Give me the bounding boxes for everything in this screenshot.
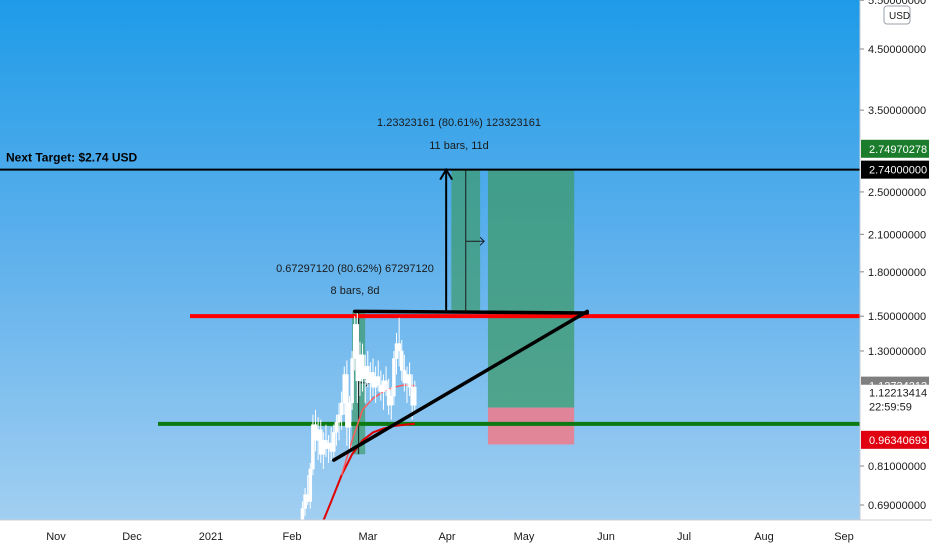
candle-body	[413, 386, 417, 406]
measure-arrowhead	[479, 236, 485, 246]
time-label: Feb	[283, 531, 302, 543]
candle-body	[376, 376, 380, 386]
price-tick-label: 2.10000000	[868, 229, 926, 241]
candle-body	[397, 343, 401, 352]
price-tick-label: 0.81000000	[868, 461, 926, 473]
time-label: Apr	[438, 531, 455, 543]
price-tag-label: 2.74970278	[869, 144, 927, 156]
time-label: Nov	[46, 531, 66, 543]
candle-body	[311, 424, 315, 470]
price-tag	[861, 430, 929, 449]
measure-annotation-line1: 1.23323161 (80.61%) 123323161	[377, 117, 541, 129]
price-tick-label: 0.69000000	[868, 500, 926, 512]
top-trendline	[352, 309, 590, 315]
measure-annotation-line2: 8 bars, 8d	[331, 285, 380, 297]
last-price-box	[861, 384, 929, 417]
time-label: Aug	[754, 531, 774, 543]
candle-body	[384, 380, 388, 390]
next-target-label: Next Target: $2.74 USD	[6, 151, 137, 165]
ascending-trendline	[332, 309, 590, 462]
candle-body	[407, 374, 412, 388]
candle-body	[389, 395, 394, 406]
price-tick-label: 4.50000000	[868, 44, 926, 56]
currency-badge	[883, 5, 911, 25]
candle-body	[339, 402, 344, 416]
time-label: Mar	[359, 531, 378, 543]
price-tick-label: 1.30000000	[868, 346, 926, 358]
countdown-label: 22:59:59	[869, 402, 912, 414]
time-label: 2021	[199, 531, 223, 543]
candle-body	[334, 421, 339, 433]
candle-body	[347, 402, 352, 428]
candle-body	[350, 358, 354, 404]
candle-body	[355, 324, 360, 382]
moving-average-line	[340, 384, 415, 476]
time-label: May	[514, 531, 535, 543]
price-tag-label: 0.96340693	[869, 435, 927, 447]
price-tag	[861, 139, 929, 158]
position-stop-zone	[487, 407, 575, 445]
candle-body	[308, 468, 313, 502]
price-tick-label: 5.50000000	[868, 0, 926, 7]
measure-annotation-line1: 0.67297120 (80.62%) 67297120	[276, 263, 434, 275]
price-tag-label: 2.74000000	[869, 165, 927, 177]
time-label: Jun	[597, 531, 615, 543]
position-profit-zone	[487, 169, 575, 408]
last-price-label: 1.12213414	[869, 388, 927, 400]
measure-arrow-head	[439, 167, 454, 181]
candle-body	[399, 350, 404, 371]
currency-badge-text: USD	[889, 11, 910, 22]
time-label: Dec	[122, 531, 142, 543]
candle-body	[332, 432, 336, 452]
time-label: Jul	[677, 531, 691, 543]
candle-body	[392, 358, 396, 397]
price-axis-panel	[860, 0, 932, 550]
time-label: Sep	[834, 531, 854, 543]
price-tick-label: 1.50000000	[868, 311, 926, 323]
price-tick-label: 2.50000000	[868, 187, 926, 199]
candle-body	[337, 414, 341, 423]
candle-body	[345, 374, 349, 428]
time-axis-panel	[0, 520, 932, 550]
moving-average-line	[312, 422, 415, 550]
price-tick-label: 3.50000000	[868, 105, 926, 117]
price-tag	[861, 160, 929, 179]
measure-annotation-line2: 11 bars, 11d	[429, 140, 489, 152]
price-tick-label: 1.80000000	[868, 267, 926, 279]
